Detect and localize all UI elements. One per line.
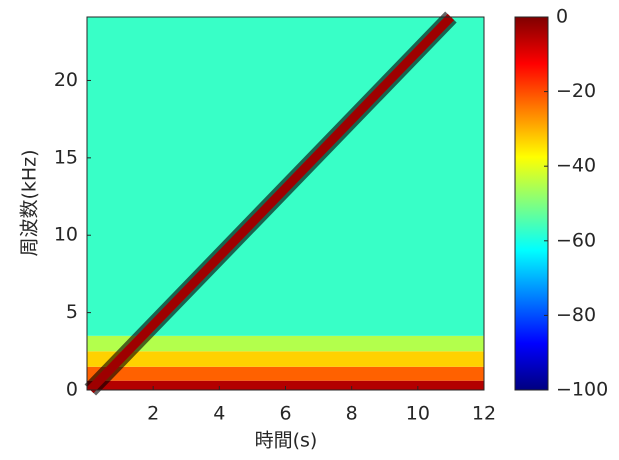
band xyxy=(87,351,484,367)
x-tick-label: 12 xyxy=(472,403,496,425)
y-tick-label: 5 xyxy=(66,301,78,323)
band xyxy=(87,366,484,381)
colorbar-tick-label: −80 xyxy=(556,304,596,326)
x-tick-label: 6 xyxy=(279,403,291,425)
y-tick-label: 10 xyxy=(54,224,78,246)
band xyxy=(87,335,484,352)
x-tick-label: 4 xyxy=(213,403,225,425)
colorbar-tick-label: −40 xyxy=(556,155,596,177)
chirp xyxy=(87,13,455,394)
colorbar-tick-label: −20 xyxy=(556,80,596,102)
y-tick-label: 20 xyxy=(54,69,78,91)
y-tick-label: 15 xyxy=(54,146,78,168)
band xyxy=(87,17,484,336)
x-tick-label: 10 xyxy=(406,403,430,425)
band xyxy=(87,380,484,390)
colorbar xyxy=(514,16,549,391)
y-axis-label: 周波数(kHz) xyxy=(19,149,41,256)
colorbar-tick-label: −100 xyxy=(556,379,608,401)
x-tick-label: 8 xyxy=(346,403,358,425)
y-tick-label: 0 xyxy=(66,379,78,401)
colorbar-tick-label: −60 xyxy=(556,229,596,251)
x-tick-label: 2 xyxy=(147,403,159,425)
x-axis-label: 時間(s) xyxy=(255,430,318,452)
colorbar-tick-label: 0 xyxy=(556,6,568,28)
